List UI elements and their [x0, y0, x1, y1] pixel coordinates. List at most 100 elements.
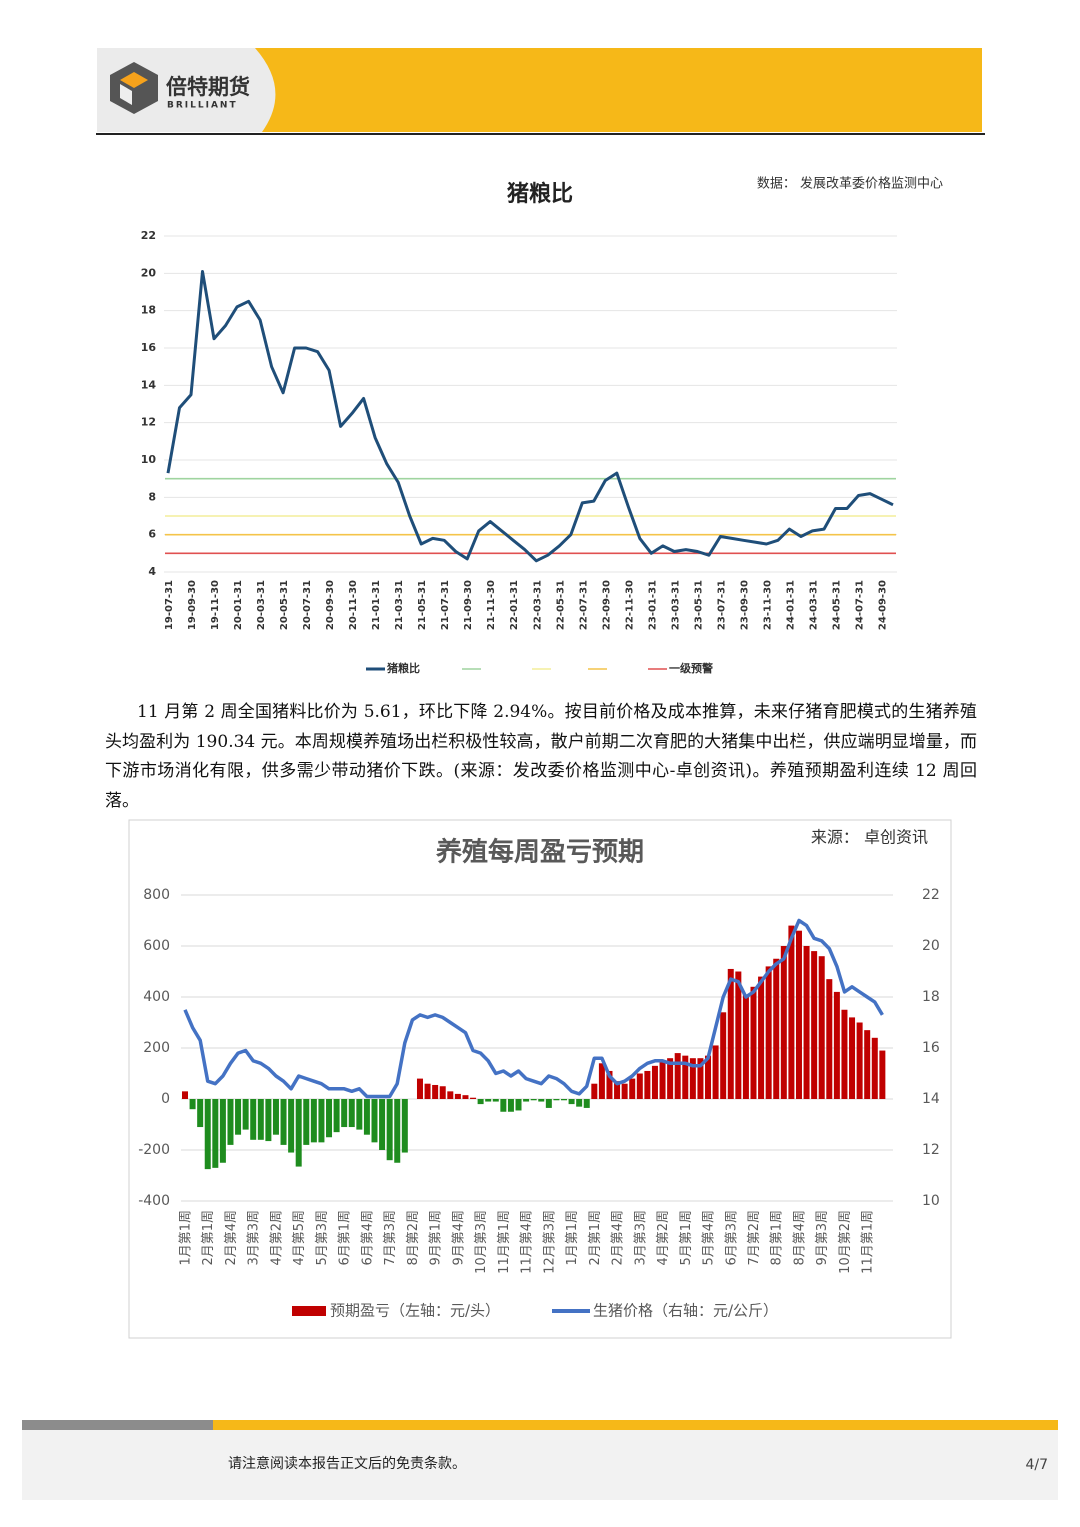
bar [538, 1099, 545, 1102]
x-tick-label: 23-11-30 [762, 580, 773, 630]
x-tick-label: 19-09-30 [187, 580, 198, 630]
bar [689, 1058, 696, 1099]
x-tick-label: 22-09-30 [601, 580, 612, 630]
bar [667, 1058, 674, 1099]
y-tick-label: 4 [148, 565, 156, 578]
x-tick-label: 21-11-30 [486, 580, 497, 630]
bar [583, 1099, 590, 1108]
bar [386, 1099, 393, 1161]
bar [394, 1099, 401, 1163]
bar [288, 1099, 295, 1153]
chart-source: 来源： 卓创资讯 [811, 828, 928, 847]
bar [606, 1070, 613, 1099]
bar [651, 1065, 658, 1099]
bar [265, 1099, 272, 1142]
bar [591, 1083, 598, 1099]
bar [735, 971, 742, 1099]
x-tick-label: 1月第1周 [179, 1210, 194, 1266]
bar [401, 1099, 408, 1153]
x-tick-label: 24-07-31 [854, 580, 865, 630]
y-tick-label: 12 [141, 416, 156, 429]
bar [871, 1037, 878, 1099]
bar [758, 976, 765, 1099]
bar [856, 1022, 863, 1099]
bar [598, 1063, 605, 1099]
bar [318, 1099, 325, 1143]
x-tick-label: 24-05-31 [831, 580, 842, 630]
x-tick-label: 23-03-31 [670, 580, 681, 630]
bar [242, 1099, 249, 1130]
bar [795, 930, 802, 1099]
x-tick-label: 5月第4周 [702, 1210, 717, 1266]
bar [727, 968, 734, 1099]
bar [773, 958, 780, 1099]
bar [833, 991, 840, 1099]
paragraph: 11 月第 2 周全国猪料比价为 5.61，环比下降 2.94%。按目前价格及成… [105, 702, 977, 811]
x-tick-label: 20-03-31 [256, 580, 267, 630]
bar [682, 1055, 689, 1099]
bar [462, 1095, 469, 1099]
x-tick-label: 6月第4周 [360, 1210, 375, 1266]
y2-tick-label: 16 [922, 1040, 940, 1056]
x-tick-label: 21-09-30 [463, 580, 474, 630]
bar [333, 1099, 340, 1133]
y-tick-label: 600 [143, 938, 170, 954]
footer-yellow-bar [213, 1420, 1058, 1430]
y2-tick-label: 22 [922, 887, 940, 903]
x-tick-label: 22-03-31 [532, 580, 543, 630]
bar [515, 1099, 522, 1111]
y-tick-label: -400 [138, 1193, 170, 1209]
x-tick-label: 20-11-30 [348, 580, 359, 630]
bar [788, 925, 795, 1099]
x-tick-label: 8月第1周 [770, 1210, 785, 1266]
bar [841, 1009, 848, 1099]
x-tick-label: 20-01-31 [233, 580, 244, 630]
brand-en: BRILLIANT [167, 101, 238, 111]
bar [818, 956, 825, 1099]
bar [629, 1078, 636, 1099]
bar [507, 1099, 514, 1112]
y-tick-label: 10 [141, 453, 157, 466]
y-tick-label: 20 [141, 266, 157, 279]
logo-top [120, 72, 148, 88]
bar [250, 1099, 257, 1140]
legend-swatch [292, 1306, 326, 1316]
x-tick-label: 22-05-31 [555, 580, 566, 630]
x-tick-label: 23-05-31 [693, 580, 704, 630]
x-tick-label: 7月第2周 [747, 1210, 762, 1266]
x-tick-label: 22-11-30 [624, 580, 635, 630]
bar [295, 1099, 302, 1167]
x-tick-label: 19-11-30 [210, 580, 221, 630]
bar [750, 986, 757, 1099]
bar [553, 1099, 560, 1101]
x-tick-label: 9月第3周 [815, 1210, 830, 1266]
bar [826, 979, 833, 1099]
y-tick-label: 14 [141, 378, 157, 391]
x-tick-label: 19-07-31 [164, 580, 175, 630]
x-tick-label: 21-07-31 [440, 580, 451, 630]
x-tick-label: 6月第1周 [338, 1210, 353, 1266]
bar [780, 946, 787, 1099]
y-tick-label: 400 [143, 989, 170, 1005]
bar [235, 1099, 242, 1135]
bar [492, 1099, 499, 1102]
x-tick-label: 4月第2周 [269, 1210, 284, 1266]
x-tick-label: 9月第4周 [451, 1210, 466, 1266]
bar [326, 1099, 333, 1138]
x-tick-label: 2月第1周 [201, 1210, 216, 1266]
x-tick-label: 2月第4周 [611, 1210, 626, 1266]
x-tick-label: 22-01-31 [509, 580, 520, 630]
y2-tick-label: 12 [922, 1142, 940, 1158]
bar [621, 1083, 628, 1099]
bar [864, 1030, 871, 1099]
x-tick-label: 23-07-31 [716, 580, 727, 630]
legend-label: 一级预警 [669, 661, 713, 675]
x-tick-label: 21-03-31 [394, 580, 405, 630]
line-series [166, 270, 894, 563]
x-tick-label: 11月第4周 [520, 1210, 535, 1274]
logo-side [120, 84, 132, 105]
bar [189, 1099, 196, 1110]
x-tick-label: 24-09-30 [877, 580, 888, 630]
